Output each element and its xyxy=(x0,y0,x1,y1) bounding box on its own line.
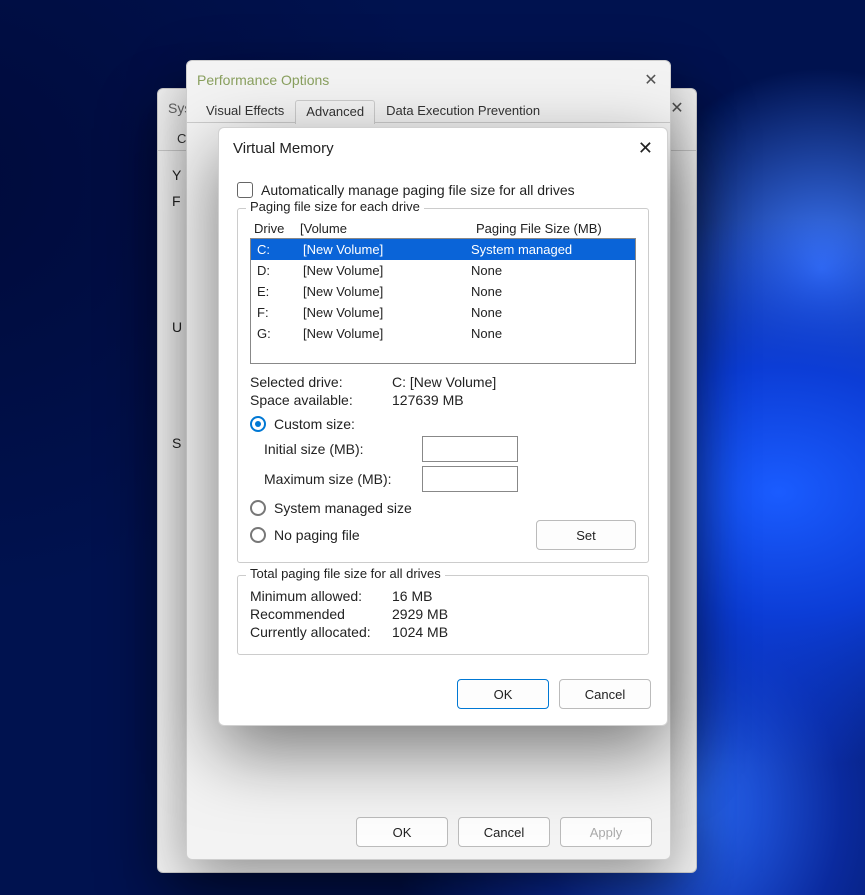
space-label: Space available: xyxy=(250,392,392,408)
drive-letter: G: xyxy=(257,324,303,343)
drive-volume: [New Volume] xyxy=(303,303,471,322)
total-fieldset: Total paging file size for all drives Mi… xyxy=(237,575,649,655)
auto-manage-checkbox[interactable] xyxy=(237,182,253,198)
drive-paging-size: None xyxy=(471,282,631,301)
auto-manage-checkbox-label[interactable]: Automatically manage paging file size fo… xyxy=(237,182,649,198)
radio-text: Custom size: xyxy=(274,416,355,432)
initial-size-label: Initial size (MB): xyxy=(264,441,414,457)
vm-title-bar: Virtual Memory ✕ xyxy=(219,128,667,168)
drive-volume: [New Volume] xyxy=(303,240,471,259)
recommended-row: Recommended 2929 MB xyxy=(250,606,636,622)
drive-list-header: Drive [Volume Paging File Size (MB) xyxy=(250,219,636,238)
drive-letter: C: xyxy=(257,240,303,259)
radio-text: No paging file xyxy=(274,527,360,543)
drive-row[interactable]: F:[New Volume]None xyxy=(251,302,635,323)
max-size-label: Maximum size (MB): xyxy=(264,471,414,487)
max-size-input[interactable] xyxy=(422,466,518,492)
initial-size-row: Initial size (MB): xyxy=(264,436,636,462)
cancel-button[interactable]: Cancel xyxy=(559,679,651,709)
cur-label: Currently allocated: xyxy=(250,624,392,640)
max-size-row: Maximum size (MB): xyxy=(264,466,636,492)
drive-letter: E: xyxy=(257,282,303,301)
no-paging-radio[interactable] xyxy=(250,527,266,543)
no-paging-row: No paging file Set xyxy=(250,520,636,550)
drive-paging-size: System managed xyxy=(471,240,631,259)
per-drive-fieldset: Paging file size for each drive Drive [V… xyxy=(237,208,649,563)
tab-visual-effects[interactable]: Visual Effects xyxy=(195,99,295,123)
perf-tabs: Visual Effects Advanced Data Execution P… xyxy=(187,99,670,123)
virtual-memory-dialog: Virtual Memory ✕ Automatically manage pa… xyxy=(218,127,668,726)
drive-row[interactable]: G:[New Volume]None xyxy=(251,323,635,344)
title-text: Virtual Memory xyxy=(233,140,334,157)
no-paging-radio-label[interactable]: No paging file xyxy=(250,527,360,543)
selected-drive-row: Selected drive: C: [New Volume] xyxy=(250,374,636,390)
minimum-allowed-row: Minimum allowed: 16 MB xyxy=(250,588,636,604)
drive-paging-size: None xyxy=(471,261,631,280)
close-icon[interactable]: ✕ xyxy=(640,69,662,91)
min-value: 16 MB xyxy=(392,588,432,604)
selected-drive-label: Selected drive: xyxy=(250,374,392,390)
ok-button[interactable]: OK xyxy=(356,817,448,847)
header-volume: [Volume xyxy=(300,221,476,236)
set-button[interactable]: Set xyxy=(536,520,636,550)
drive-paging-size: None xyxy=(471,303,631,322)
close-icon[interactable]: ✕ xyxy=(638,138,653,159)
header-drive: Drive xyxy=(254,221,300,236)
fieldset-legend: Paging file size for each drive xyxy=(246,199,424,214)
drive-row[interactable]: C:[New Volume]System managed xyxy=(251,239,635,260)
vm-button-row: OK Cancel xyxy=(219,671,667,725)
ok-button[interactable]: OK xyxy=(457,679,549,709)
drive-letter: F: xyxy=(257,303,303,322)
drive-volume: [New Volume] xyxy=(303,261,471,280)
checkbox-text: Automatically manage paging file size fo… xyxy=(261,182,575,198)
system-managed-radio-label[interactable]: System managed size xyxy=(250,500,636,516)
currently-allocated-row: Currently allocated: 1024 MB xyxy=(250,624,636,640)
drive-volume: [New Volume] xyxy=(303,282,471,301)
custom-size-radio-label[interactable]: Custom size: xyxy=(250,416,636,432)
tab-advanced[interactable]: Advanced xyxy=(295,100,375,124)
apply-button[interactable]: Apply xyxy=(560,817,652,847)
perf-title: Performance Options ✕ xyxy=(187,61,670,99)
vm-body: Automatically manage paging file size fo… xyxy=(219,168,667,671)
rec-value: 2929 MB xyxy=(392,606,448,622)
rec-label: Recommended xyxy=(250,606,392,622)
drive-volume: [New Volume] xyxy=(303,324,471,343)
drive-letter: D: xyxy=(257,261,303,280)
drive-paging-size: None xyxy=(471,324,631,343)
drive-row[interactable]: D:[New Volume]None xyxy=(251,260,635,281)
system-managed-radio[interactable] xyxy=(250,500,266,516)
tab-dep[interactable]: Data Execution Prevention xyxy=(375,99,551,123)
space-value: 127639 MB xyxy=(392,392,464,408)
min-label: Minimum allowed: xyxy=(250,588,392,604)
radio-text: System managed size xyxy=(274,500,412,516)
initial-size-input[interactable] xyxy=(422,436,518,462)
custom-size-radio[interactable] xyxy=(250,416,266,432)
title-text: Performance Options xyxy=(197,72,329,88)
perf-button-row: OK Cancel Apply xyxy=(187,817,670,847)
drive-list[interactable]: C:[New Volume]System managedD:[New Volum… xyxy=(250,238,636,364)
cancel-button[interactable]: Cancel xyxy=(458,817,550,847)
drive-row[interactable]: E:[New Volume]None xyxy=(251,281,635,302)
fieldset-legend: Total paging file size for all drives xyxy=(246,566,445,581)
header-paging-size: Paging File Size (MB) xyxy=(476,221,636,236)
selected-drive-value: C: [New Volume] xyxy=(392,374,496,390)
cur-value: 1024 MB xyxy=(392,624,448,640)
space-available-row: Space available: 127639 MB xyxy=(250,392,636,408)
